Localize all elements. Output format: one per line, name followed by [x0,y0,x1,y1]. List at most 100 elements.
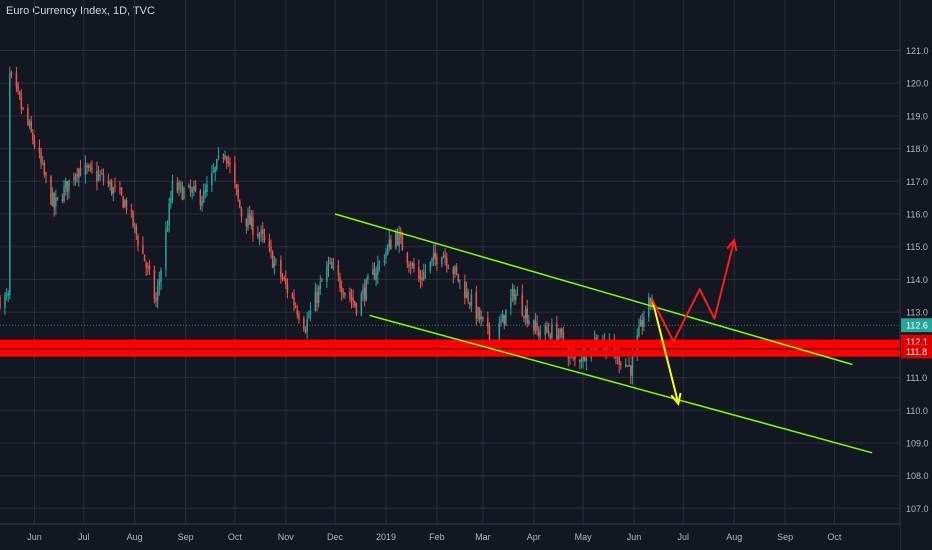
candle-body [349,292,351,298]
time-tick-label: Dec [327,532,344,542]
candle-body [331,262,333,269]
support-band [0,349,900,357]
candle-body [275,259,277,261]
candle-body [40,152,42,163]
candle-body [556,323,558,340]
candle-body [245,218,248,227]
candle-body [143,254,146,262]
candle-body [191,189,193,193]
candle-body [638,326,640,337]
candle-body [500,321,502,323]
candle-body [365,279,368,302]
candle-body [101,173,103,175]
candle-body [78,168,80,179]
candle-body [91,167,93,170]
candle-body [534,321,537,332]
candle-body [183,187,185,199]
candle-body [68,179,70,191]
price-tick-label: 109.0 [906,438,929,448]
candle-body [319,282,322,289]
candle-body [194,185,197,192]
candle-body [326,266,328,282]
time-tick-label: Oct [827,532,842,542]
candle-body [498,323,501,347]
candle-body [516,294,519,296]
candle-body [250,215,253,226]
candle-body [304,330,307,333]
candle-body [135,225,138,235]
time-tick-label: 2019 [376,532,396,542]
candle-body [469,302,471,305]
candle-body [211,172,213,185]
candle-body [478,308,481,320]
price-label-value: 111.8 [906,347,927,357]
candle-body [181,185,184,200]
time-tick-label: Jun [27,532,42,542]
price-tick-label: 114.0 [906,275,928,285]
candle-body [33,140,36,148]
candle-body [119,188,121,190]
candle-body [17,85,19,92]
candle-body [50,176,52,205]
candle-body [444,255,446,258]
candle-body [314,291,317,312]
candle-body [429,261,432,271]
candle-body [303,318,305,330]
candle-body [130,209,133,211]
bullish-arrow [651,239,736,343]
price-tick-label: 108.0 [906,471,929,481]
candle-body [560,328,563,334]
time-tick-label: Aug [127,532,143,542]
price-tick-label: 115.0 [906,242,928,252]
candle-body [521,293,524,315]
price-tick-label: 110.0 [906,406,928,416]
candle-body [237,189,239,199]
candle-body [122,196,124,209]
candle-body [544,324,547,336]
candle-body [296,309,299,316]
candle-body [28,122,31,127]
candle-body [257,233,259,237]
candle-body [579,360,581,362]
candle-body [271,251,274,269]
candle-body [66,181,69,192]
candle-body [239,199,241,208]
lower-trendline [369,314,873,454]
candle-body [524,309,527,318]
candle-body [229,162,231,165]
price-label-value: 112.6 [906,321,928,331]
candle-body [352,298,354,302]
candle-body [480,316,483,320]
candle-body [505,309,507,326]
candle-body [547,330,550,334]
candle-body [488,325,491,341]
candle-body [629,365,632,376]
candle-body [5,294,8,296]
candle-body [109,182,111,186]
candle-body [372,269,374,276]
candle-body [252,217,254,235]
candle-body [73,177,75,180]
candle-body [390,239,392,250]
candle-body [112,187,115,195]
candle-body [204,190,207,193]
candle-body [350,297,353,300]
time-tick-label: Aug [726,532,742,542]
candle-body [281,277,284,280]
candle-body [342,293,345,295]
candle-body [165,229,167,270]
candle-body [51,193,54,206]
candle-body [9,73,11,296]
candle-body [189,186,192,192]
candle-body [618,351,620,365]
price-tick-label: 111.0 [906,373,927,383]
candle-body [378,261,381,264]
candle-body [501,313,504,323]
chart-title: Euro Currency Index, 1D, TVC [6,5,155,17]
candle-body [482,316,484,319]
price-tick-label: 116.0 [906,210,928,220]
price-tick-label: 107.0 [906,504,929,514]
time-tick-label: Apr [527,532,541,542]
candle-body [41,162,44,164]
